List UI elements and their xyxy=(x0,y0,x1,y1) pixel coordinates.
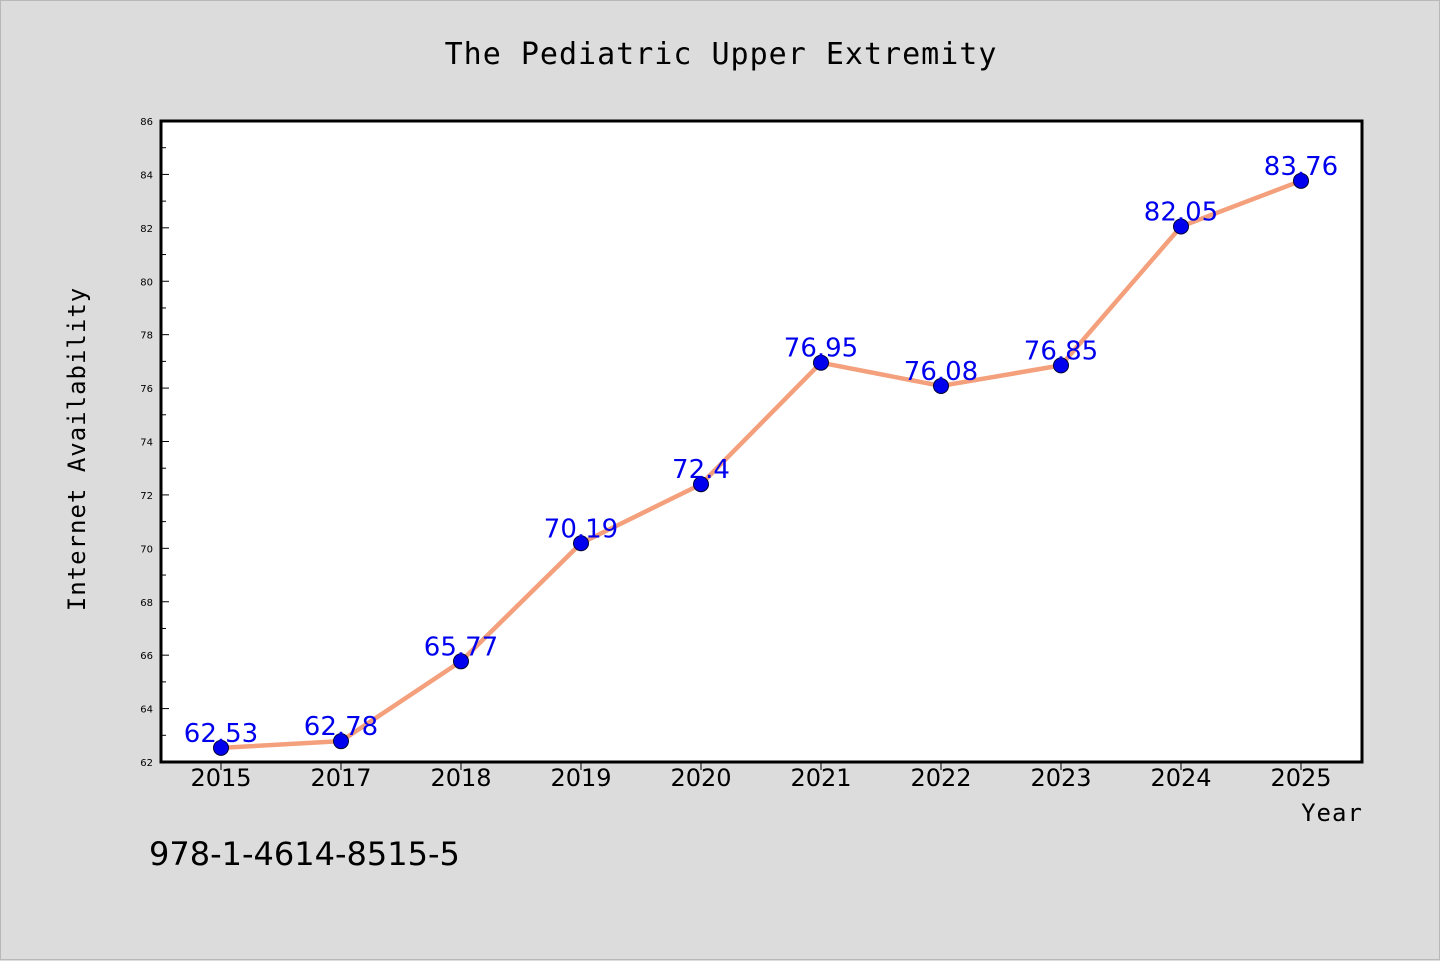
data-point xyxy=(693,476,709,493)
x-tick-label: 2018 xyxy=(430,764,491,792)
x-tick-label: 2017 xyxy=(310,764,371,792)
data-point xyxy=(1293,172,1309,189)
x-tick-label: 2025 xyxy=(1270,764,1331,792)
data-label: 62.78 xyxy=(304,712,378,742)
data-point xyxy=(573,535,589,552)
y-tick-label: 66 xyxy=(140,651,153,662)
data-point xyxy=(933,377,949,394)
plot-frame xyxy=(159,119,1364,764)
data-label: 76.85 xyxy=(1024,336,1098,366)
x-axis-label: Year xyxy=(1301,799,1363,827)
data-point xyxy=(813,354,829,371)
x-tick-label: 2023 xyxy=(1030,764,1091,792)
y-tick-label: 70 xyxy=(140,544,153,555)
y-tick-label: 72 xyxy=(140,491,153,502)
data-point xyxy=(1053,357,1069,374)
x-axis: 2015 2017 2018 2019 2020 2021 2022 2023 2024 2025 xyxy=(190,762,1332,792)
x-tick-label: 2015 xyxy=(190,764,251,792)
data-point xyxy=(333,733,349,750)
y-tick-label: 74 xyxy=(140,438,153,449)
data-label: 83.76 xyxy=(1264,152,1338,182)
data-label: 72.4 xyxy=(672,455,730,485)
y-axis-label: Internet Availability xyxy=(63,287,91,611)
footer-isbn: 978-1-4614-8515-5 xyxy=(149,835,460,873)
y-tick-label: 78 xyxy=(140,331,153,342)
y-tick-label: 68 xyxy=(140,598,153,609)
data-label: 76.95 xyxy=(784,334,858,364)
plot-area xyxy=(161,121,1362,762)
x-tick-label: 2019 xyxy=(550,764,611,792)
data-label: 76.08 xyxy=(904,357,978,387)
y-tick-label: 82 xyxy=(140,224,153,235)
data-label: 82.05 xyxy=(1144,197,1218,227)
data-point xyxy=(213,739,229,756)
y-tick-label: 76 xyxy=(140,384,153,395)
y-tick-label: 62 xyxy=(140,758,153,769)
x-tick-label: 2020 xyxy=(670,764,731,792)
y-tick-label: 84 xyxy=(140,170,153,181)
x-tick-label: 2024 xyxy=(1150,764,1211,792)
data-label: 65.77 xyxy=(424,632,498,662)
data-label: 70.19 xyxy=(544,514,618,544)
data-point xyxy=(453,653,469,670)
data-label: 62.53 xyxy=(184,719,258,749)
y-tick-label: 64 xyxy=(140,705,153,716)
y-tick-label: 86 xyxy=(140,117,153,128)
x-tick-label: 2022 xyxy=(910,764,971,792)
y-tick-label: 80 xyxy=(140,277,153,288)
series-polyline xyxy=(218,178,1304,751)
data-point xyxy=(1173,218,1189,235)
x-tick-label: 2021 xyxy=(790,764,851,792)
series-line: 62.53 62.78 65.77 70.19 72.4 76.95 76.08 76.85 8… xyxy=(184,152,1338,756)
chart-title: The Pediatric Upper Extremity xyxy=(445,37,998,72)
